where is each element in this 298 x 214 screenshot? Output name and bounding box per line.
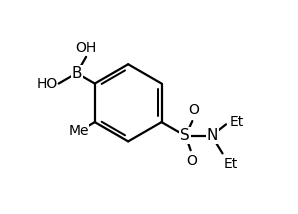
Text: Me: Me [68,125,89,138]
Text: Et: Et [229,115,243,129]
Text: N: N [207,128,218,143]
Text: Et: Et [224,157,238,171]
Text: OH: OH [75,41,97,55]
Text: O: O [188,103,199,117]
Text: HO: HO [36,77,58,91]
Text: O: O [186,155,197,168]
Text: B: B [72,66,82,81]
Text: S: S [180,128,190,143]
